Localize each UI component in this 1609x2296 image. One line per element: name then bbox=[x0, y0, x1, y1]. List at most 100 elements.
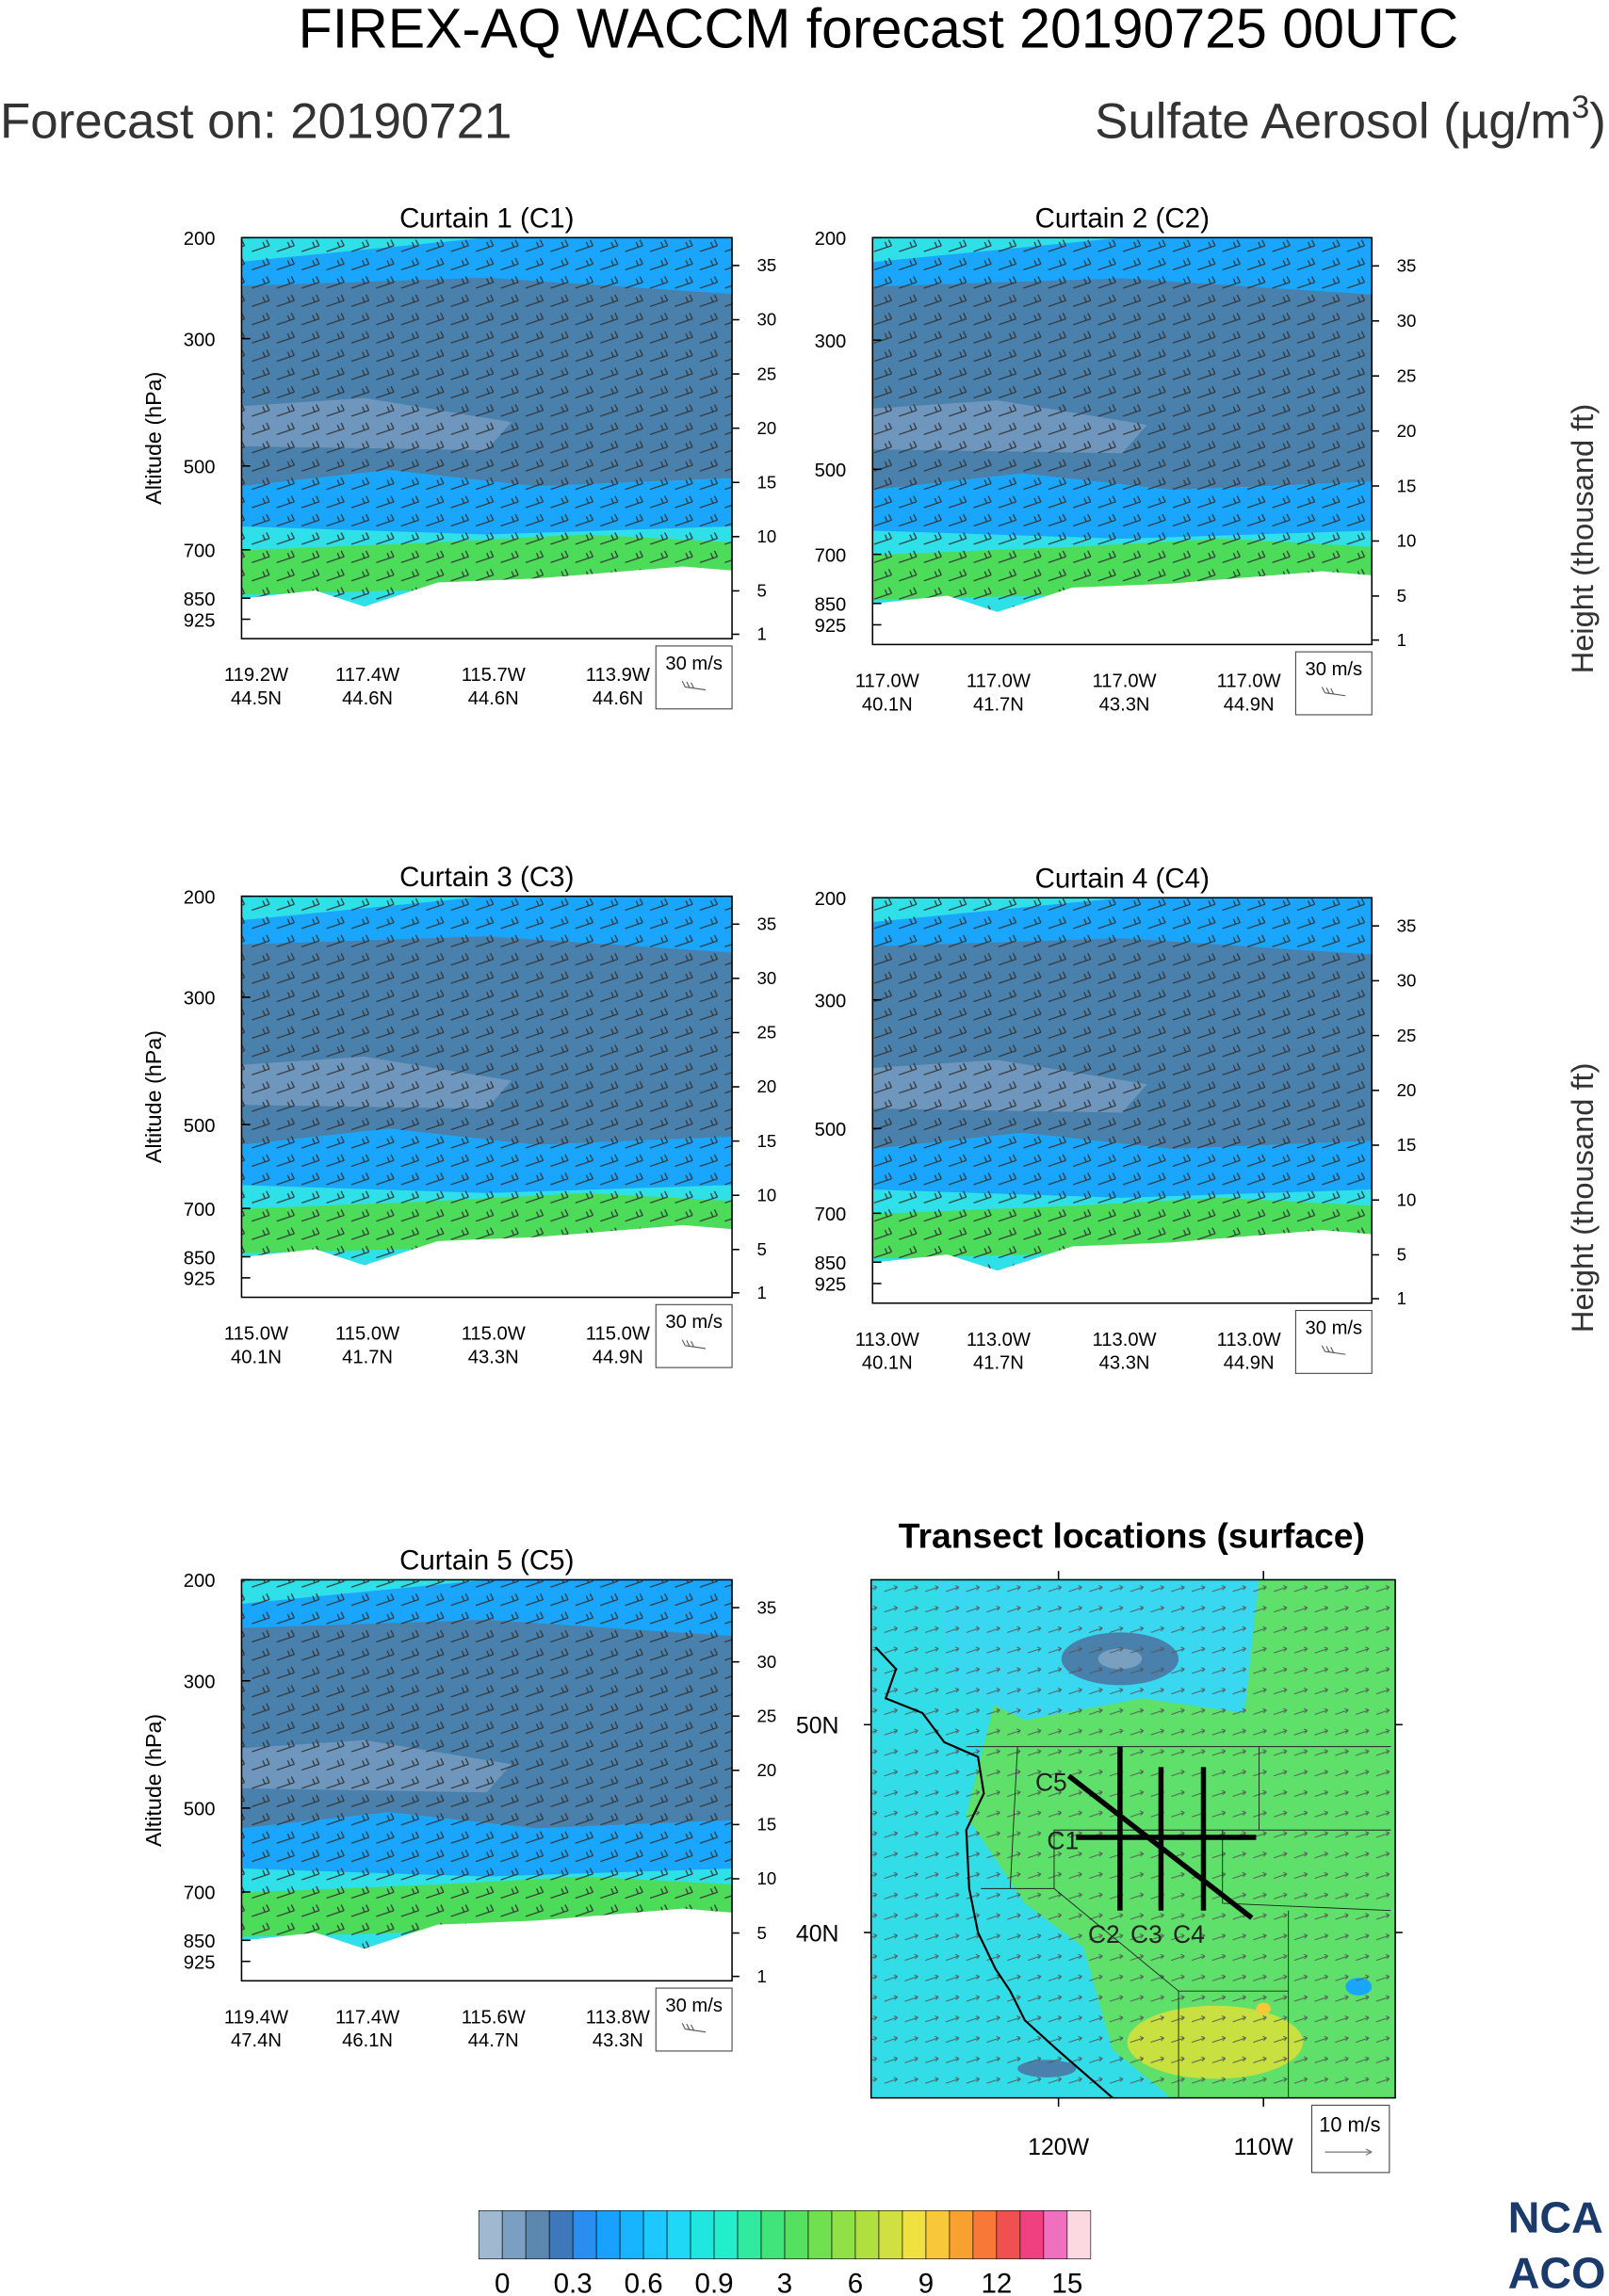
x-tick-lon: 113.9W bbox=[586, 665, 650, 686]
wind-key-barb bbox=[681, 1339, 707, 1350]
terrain bbox=[872, 571, 1373, 645]
pressure-tick-label: 500 bbox=[815, 461, 847, 481]
height-tick-label: 30 bbox=[1397, 971, 1417, 991]
pressure-tick-label: 700 bbox=[815, 1205, 847, 1225]
colorbar-box bbox=[784, 2209, 809, 2259]
colorbar-box bbox=[548, 2209, 574, 2259]
transect-label: C4 bbox=[1173, 1920, 1205, 1948]
x-tick-lat: 44.7N bbox=[468, 2030, 519, 2051]
axes-frame bbox=[871, 897, 1373, 1304]
height-tick-label: 30 bbox=[756, 310, 776, 330]
height-tick-label: 10 bbox=[1397, 531, 1417, 551]
lat-tick-label: 40N bbox=[796, 1920, 839, 1947]
height-tick-label: 25 bbox=[756, 1706, 776, 1725]
x-tick-lon: 117.4W bbox=[335, 665, 399, 686]
x-tick-lat: 44.9N bbox=[593, 1347, 643, 1367]
pressure-tick-label: 500 bbox=[184, 1116, 216, 1137]
wind-key-label: 30 m/s bbox=[665, 654, 723, 674]
height-tick-label: 25 bbox=[1397, 365, 1417, 385]
transect-lines bbox=[1066, 1746, 1257, 1920]
height-tick-label: 35 bbox=[756, 255, 776, 275]
x-tick-lat: 47.4N bbox=[231, 2030, 282, 2051]
y-axis-label: Altitude (hPa) bbox=[141, 1714, 166, 1847]
colorbar-box bbox=[760, 2209, 786, 2259]
height-tick-label: 20 bbox=[1397, 421, 1417, 441]
height-tick-label: 1 bbox=[1397, 630, 1406, 650]
x-tick-lon: 115.7W bbox=[462, 665, 526, 686]
panel-title: Curtain 4 (C4) bbox=[1035, 863, 1210, 894]
x-tick-lat: 43.3N bbox=[593, 2030, 643, 2051]
height-tick-label: 15 bbox=[756, 1131, 776, 1151]
height-tick-label: 1 bbox=[1397, 1288, 1406, 1308]
pressure-tick-label: 200 bbox=[184, 229, 216, 250]
colorbar-box bbox=[996, 2209, 1021, 2259]
height-tick-label: 5 bbox=[1397, 586, 1406, 606]
height-tick-label: 20 bbox=[756, 418, 776, 438]
colorbar-box bbox=[807, 2209, 833, 2259]
colorbar-label: 0.6 bbox=[625, 2268, 663, 2296]
transect-label: C1 bbox=[1047, 1826, 1079, 1854]
wind-key-barb bbox=[1321, 1345, 1346, 1355]
wind-key-label: 30 m/s bbox=[1306, 659, 1363, 680]
height-tick-label: 35 bbox=[1397, 915, 1417, 935]
x-tick-lon: 113.0W bbox=[855, 1330, 919, 1350]
height-tick-label: 10 bbox=[756, 526, 776, 546]
x-tick-lon: 113.8W bbox=[586, 2007, 650, 2028]
terrain bbox=[872, 1230, 1373, 1303]
colorbar-label: 15 bbox=[1051, 2268, 1082, 2296]
height-tick-label: 1 bbox=[756, 1283, 766, 1302]
variable-close: ) bbox=[1589, 94, 1606, 150]
map-frame bbox=[870, 1578, 1396, 2099]
x-tick-lon: 113.0W bbox=[1217, 1330, 1281, 1350]
map-wind-key-arrow bbox=[1325, 2148, 1373, 2156]
pressure-tick-label: 925 bbox=[184, 1952, 216, 1973]
colorbar-label: 0 bbox=[495, 2268, 510, 2296]
wind-key-box bbox=[655, 1987, 733, 2052]
pressure-tick-label: 200 bbox=[815, 889, 847, 910]
colorbar-label: 9 bbox=[918, 2268, 934, 2296]
terrain bbox=[241, 566, 733, 639]
map-wind-key-label: 10 m/s bbox=[1319, 2112, 1380, 2136]
x-tick-lat: 46.1N bbox=[342, 2030, 393, 2051]
height-tick-label: 35 bbox=[756, 1597, 776, 1617]
pressure-tick-label: 500 bbox=[184, 458, 216, 478]
colorbar-box bbox=[972, 2209, 998, 2259]
height-tick-label: 15 bbox=[756, 1815, 776, 1835]
panel-title: Curtain 1 (C1) bbox=[399, 202, 574, 234]
pressure-tick-label: 500 bbox=[184, 1800, 216, 1820]
transect-label: C3 bbox=[1130, 1920, 1162, 1948]
pressure-tick-label: 850 bbox=[815, 595, 847, 616]
x-tick-lon: 117.0W bbox=[1093, 671, 1157, 691]
pressure-tick-label: 500 bbox=[815, 1120, 847, 1140]
colorbar-box bbox=[666, 2209, 691, 2259]
lon-tick-label: 110W bbox=[1234, 2134, 1294, 2160]
pressure-tick-label: 300 bbox=[184, 989, 216, 1010]
wind-key-box bbox=[655, 1303, 733, 1368]
height-tick-label: 35 bbox=[756, 914, 776, 934]
colorbar-box bbox=[690, 2209, 715, 2259]
wind-key-barb bbox=[681, 2023, 707, 2033]
pressure-tick-label: 300 bbox=[184, 330, 216, 350]
colorbar-box bbox=[854, 2209, 880, 2259]
axes-frame bbox=[240, 236, 733, 639]
terrain bbox=[241, 1908, 733, 1981]
pressure-tick-label: 300 bbox=[815, 331, 847, 352]
height-tick-label: 10 bbox=[1397, 1189, 1417, 1209]
variable-exponent: 3 bbox=[1571, 89, 1589, 125]
height-tick-label: 35 bbox=[1397, 256, 1417, 276]
x-tick-lon: 117.0W bbox=[967, 671, 1031, 691]
y-axis-label: Altitude (hPa) bbox=[141, 372, 166, 505]
colorbar-box bbox=[713, 2209, 739, 2259]
pressure-tick-label: 925 bbox=[815, 1275, 847, 1296]
colorbar-box bbox=[501, 2209, 527, 2259]
variable: Sulfate Aerosol (µg/m3) bbox=[1095, 89, 1606, 150]
pressure-tick-label: 925 bbox=[184, 610, 216, 631]
colorbar-box bbox=[831, 2209, 856, 2259]
coastline bbox=[874, 1646, 1113, 2098]
pressure-tick-label: 300 bbox=[815, 991, 847, 1011]
pressure-tick-label: 700 bbox=[815, 545, 847, 566]
map-area bbox=[870, 1579, 1396, 2098]
height-tick-label: 1 bbox=[756, 624, 766, 644]
colorbar-box bbox=[1066, 2209, 1092, 2259]
